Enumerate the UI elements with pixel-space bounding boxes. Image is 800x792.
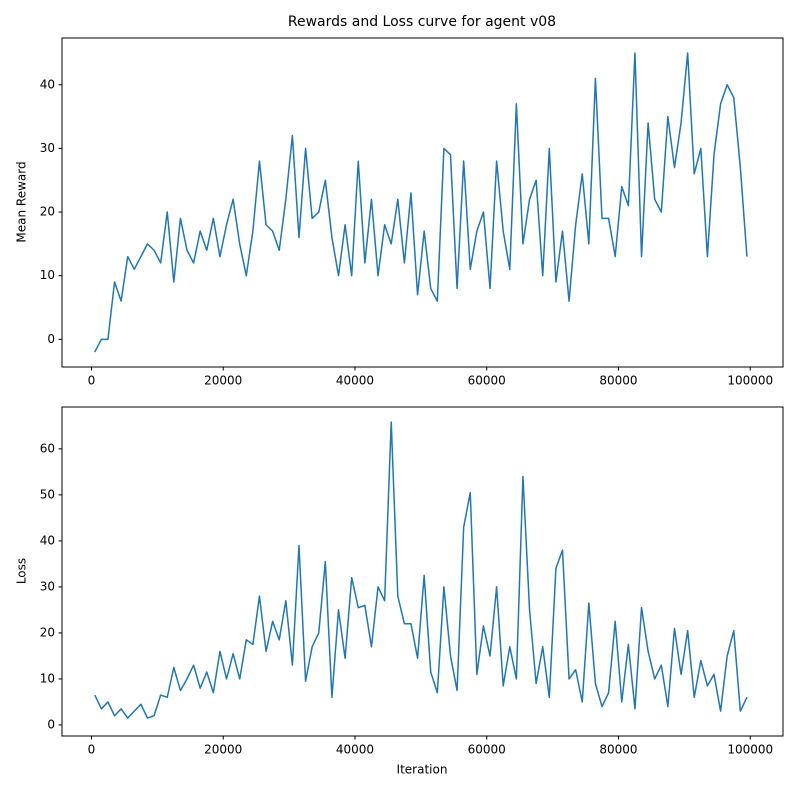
y-axis-label: Mean Reward bbox=[15, 161, 29, 242]
x-tick-label: 80000 bbox=[599, 374, 637, 388]
x-tick-label: 40000 bbox=[336, 374, 374, 388]
x-tick-label: 100000 bbox=[727, 374, 773, 388]
x-tick-label: 40000 bbox=[336, 743, 374, 757]
y-tick-label: 40 bbox=[40, 77, 55, 91]
y-tick-label: 30 bbox=[40, 141, 55, 155]
x-tick-label: 60000 bbox=[468, 374, 506, 388]
y-axis-label: Loss bbox=[15, 558, 29, 584]
data-line bbox=[94, 52, 748, 353]
x-tick-label: 80000 bbox=[599, 743, 637, 757]
y-tick-label: 0 bbox=[47, 717, 55, 731]
y-tick-label: 0 bbox=[47, 332, 55, 346]
data-line bbox=[94, 421, 748, 719]
x-tick-label: 20000 bbox=[204, 743, 242, 757]
x-tick-label: 0 bbox=[88, 374, 96, 388]
y-tick-label: 10 bbox=[40, 268, 55, 282]
y-tick-label: 40 bbox=[40, 533, 55, 547]
y-tick-label: 20 bbox=[40, 625, 55, 639]
y-tick-label: 30 bbox=[40, 579, 55, 593]
axes-frame bbox=[61, 406, 784, 737]
x-tick-label: 60000 bbox=[468, 743, 506, 757]
y-tick-label: 20 bbox=[40, 205, 55, 219]
x-tick-label: 0 bbox=[88, 743, 96, 757]
chart-title: Rewards and Loss curve for agent v08 bbox=[288, 14, 556, 30]
axes-frame bbox=[61, 37, 784, 368]
x-axis-label: Iteration bbox=[397, 763, 448, 777]
y-tick-label: 10 bbox=[40, 671, 55, 685]
y-tick-label: 60 bbox=[40, 441, 55, 455]
x-tick-label: 100000 bbox=[727, 743, 773, 757]
x-tick-label: 20000 bbox=[204, 374, 242, 388]
y-tick-label: 50 bbox=[40, 487, 55, 501]
